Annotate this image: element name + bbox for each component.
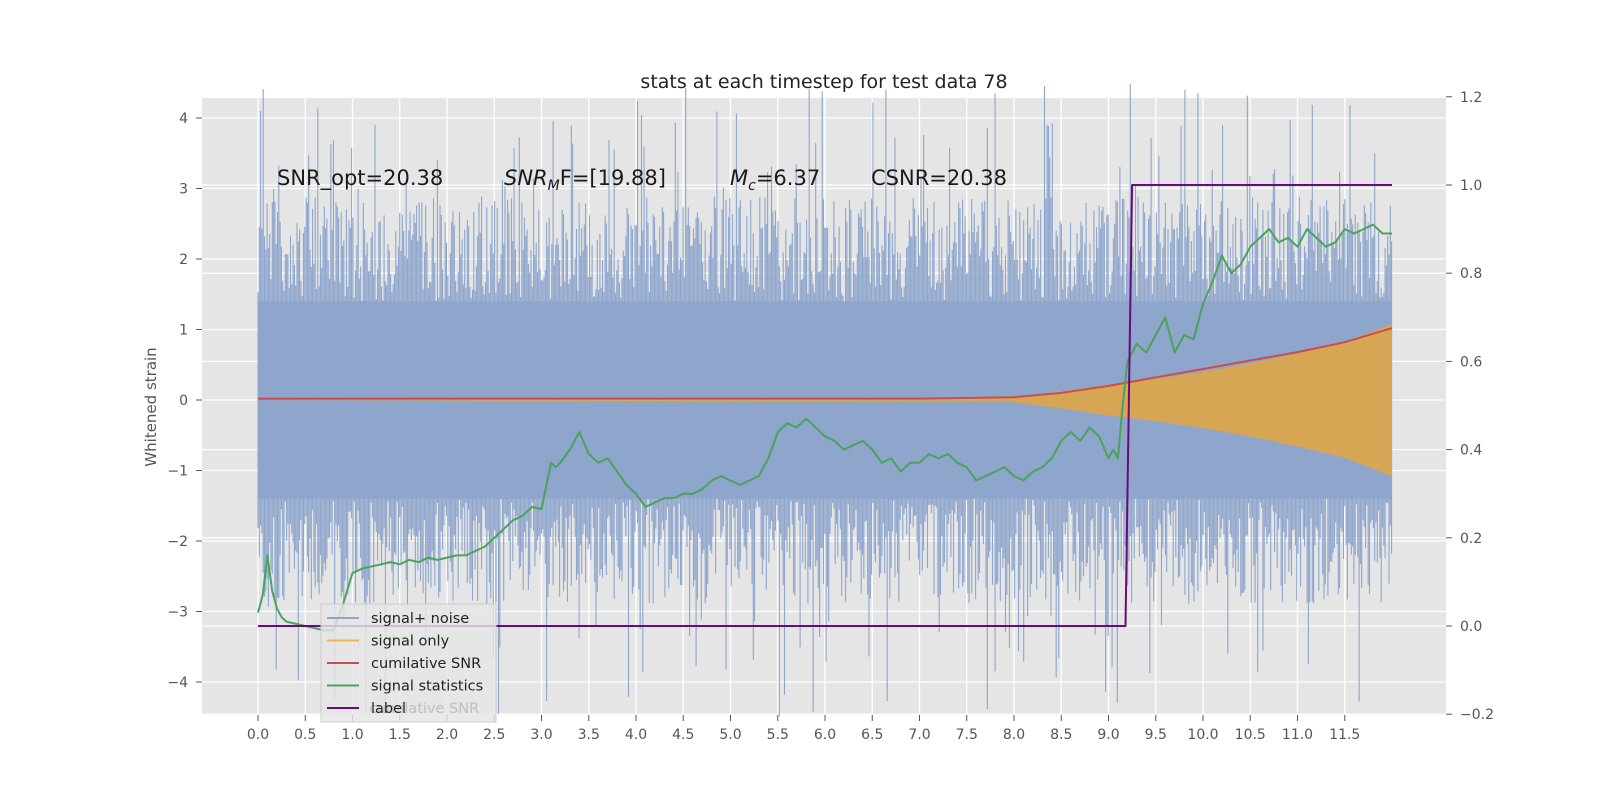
legend: cumilative SNR signal+ noise signal only c… [320, 603, 497, 723]
annotation-csnr: CSNR=20.38 [871, 166, 1007, 190]
legend-entry: cumilative SNR [371, 656, 481, 672]
x-tick-label: 11.0 [1282, 727, 1313, 743]
x-tick-label: 4.5 [672, 727, 694, 743]
ticks: 0.0 0.5 1.0 1.5 2.0 2.5 3.0 3.5 4.0 4.5 5.0 5.5 6.0 6… [167, 90, 1494, 743]
x-tick-label: 9.0 [1097, 727, 1119, 743]
x-tick-label: 7.5 [956, 727, 978, 743]
x-tick-label: 1.5 [389, 727, 411, 743]
x-tick-label: 2.5 [483, 727, 505, 743]
x-tick-label: 8.0 [1003, 727, 1025, 743]
chart-title: stats at each timestep for test data 78 [640, 71, 1007, 93]
y-tick-label: −3 [167, 605, 188, 621]
annotation-mc-prefix: M [730, 166, 748, 190]
annotation-mc-suffix: =6.37 [756, 166, 820, 190]
y-tick-label: 2 [179, 252, 188, 268]
x-tick-label: 10.0 [1187, 727, 1218, 743]
line-series [257, 184, 1393, 632]
x-tick-label: 3.5 [578, 727, 600, 743]
x-tick-label: 0.0 [247, 727, 269, 743]
signal-series [258, 323, 1392, 477]
legend-entry: signal+ noise [371, 611, 469, 627]
annotation-snr-mf-suffix: F=[19.88] [560, 166, 666, 190]
y2-tick-label: 1.0 [1460, 178, 1482, 194]
x-tick-label: 4.0 [625, 727, 647, 743]
signal-envelope [258, 323, 1392, 477]
x-tick-label: 5.5 [767, 727, 789, 743]
x-tick-label: 6.5 [861, 727, 883, 743]
y-tick-label: −1 [167, 464, 188, 480]
x-tick-label: 11.5 [1329, 727, 1360, 743]
legend-entry: signal only [371, 634, 450, 650]
y-tick-label: 0 [179, 393, 188, 409]
y-tick-label: −4 [167, 675, 188, 691]
x-tick-label: 7.0 [908, 727, 930, 743]
y2-tick-label: 0.2 [1460, 531, 1482, 547]
annotation-mc-sub: c [748, 178, 756, 194]
y-tick-label: 3 [179, 182, 188, 198]
y2-tick-label: 0.6 [1460, 354, 1482, 370]
annotation-mc: Mc=6.37 [730, 166, 820, 194]
y-tick-label: −2 [167, 534, 188, 550]
y2-tick-label: 0.8 [1460, 266, 1482, 282]
annotation-snr-mf-prefix: SNR [504, 166, 548, 190]
y2-tick-label: −0.2 [1460, 707, 1494, 723]
y2-tick-label: 0.0 [1460, 619, 1482, 635]
series-line-cumilative-snr [258, 327, 1393, 400]
y-tick-label: 4 [179, 111, 188, 127]
annotation-snr-mf-sub: M [548, 178, 560, 194]
x-tick-label: 3.0 [530, 727, 552, 743]
x-tick-label: 0.5 [294, 727, 316, 743]
legend-entry: signal statistics [371, 679, 483, 695]
x-tick-label: 2.0 [436, 727, 458, 743]
x-tick-label: 5.0 [719, 727, 741, 743]
series-line-label [258, 184, 1392, 627]
legend-entry: label [371, 701, 406, 717]
annotation-snr-mf: SNRMF=[19.88] [504, 166, 666, 194]
x-tick-label: 1.0 [341, 727, 363, 743]
y2-tick-label: 1.2 [1460, 90, 1482, 106]
y-axis-label: Whitened strain [142, 347, 160, 466]
x-tick-label: 8.5 [1050, 727, 1072, 743]
legend-overlap-text: cumilative SNR [369, 701, 479, 717]
y-tick-label: 1 [179, 323, 188, 339]
y2-tick-label: 0.4 [1460, 443, 1482, 459]
annotation-snr-opt: SNR_opt=20.38 [277, 166, 443, 191]
series-line-signal-statistics [257, 223, 1392, 632]
x-tick-label: 9.5 [1145, 727, 1167, 743]
x-tick-label: 10.5 [1235, 727, 1266, 743]
x-tick-label: 6.0 [814, 727, 836, 743]
